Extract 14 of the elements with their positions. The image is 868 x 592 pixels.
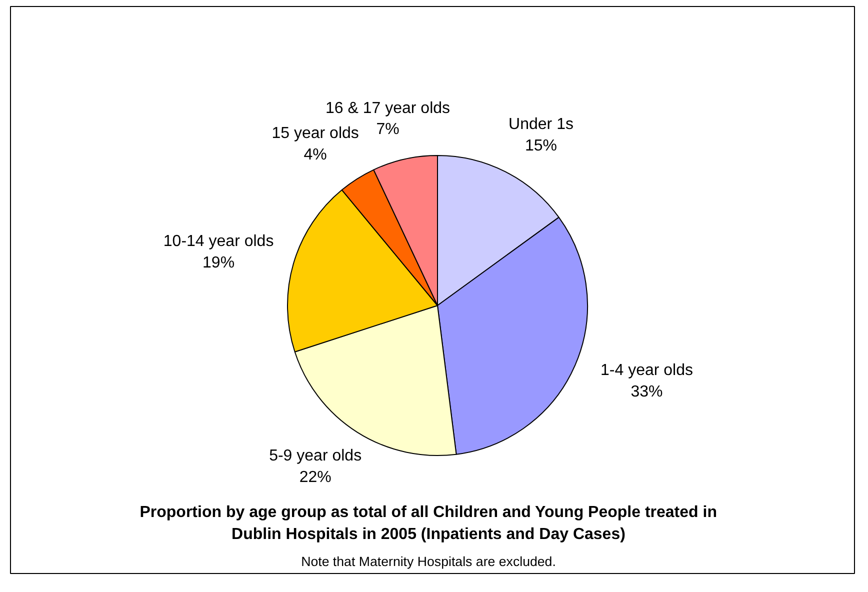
data-label: 33% [630,383,663,400]
data-label: 7% [376,121,400,138]
text: Note that Maternity Hospitals are excluded. [301,554,556,569]
slice-label: 1-4 year olds [600,362,693,380]
data-label: 22% [299,468,332,486]
slice-label: 15 year olds [272,125,359,142]
data-label: 4% [304,146,327,164]
data-label: 15% [525,137,558,154]
slice-label: 5-9 year olds [269,448,362,465]
slice-label: Under 1s [508,116,574,134]
slice-label: 10-14 year olds [163,233,274,250]
data-label: 19% [202,254,235,272]
text: Proportion by age group as total of all Children and Young People treated in Dublin Hospitals in 2005 (Inpatients and Day Cases) [140,504,717,544]
slice-label: 16 & 17 year olds [326,100,450,117]
